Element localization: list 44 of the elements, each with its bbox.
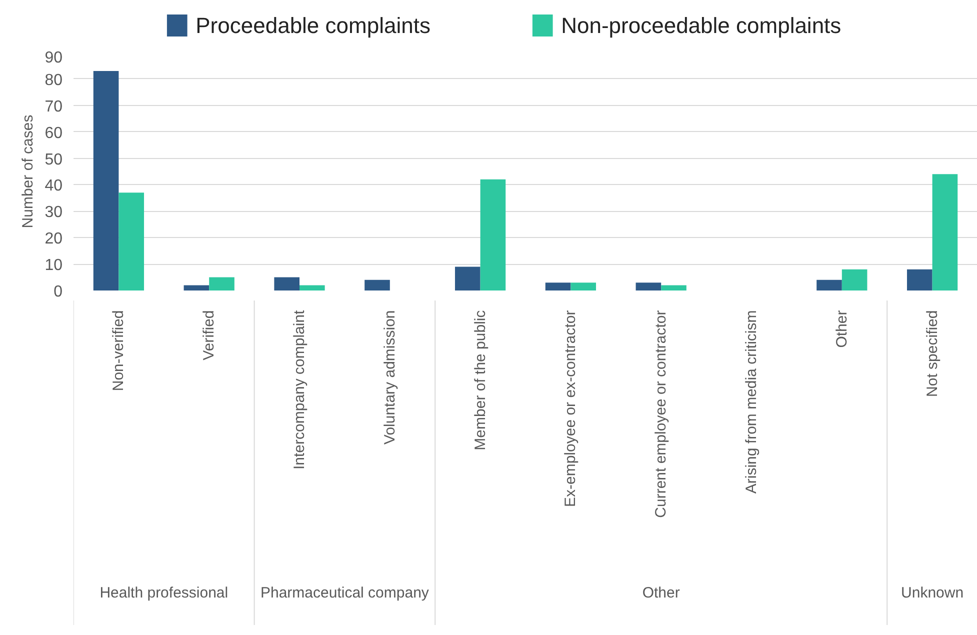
bar bbox=[906, 269, 932, 290]
x-tick-label: Not specified bbox=[924, 310, 941, 397]
x-tick-label: Non-verified bbox=[110, 310, 128, 392]
bar bbox=[932, 174, 958, 290]
x-tick-label: Other bbox=[833, 310, 850, 348]
y-tick-label: 30 bbox=[44, 204, 63, 222]
bar bbox=[274, 277, 300, 290]
text: Unknown bbox=[901, 584, 964, 602]
y-tick-label: 0 bbox=[54, 284, 63, 300]
y-tick-label: 70 bbox=[44, 98, 63, 116]
y-axis-title: Number of cases bbox=[20, 114, 37, 228]
y-tick-label: 20 bbox=[44, 230, 63, 248]
x-tick-label: Verified bbox=[200, 310, 218, 360]
x-tick-label: Member of the public bbox=[472, 310, 489, 450]
bar bbox=[842, 269, 868, 290]
y-tick-label: 90 bbox=[44, 50, 63, 66]
text: Other bbox=[642, 584, 680, 602]
bar bbox=[454, 266, 480, 290]
legend-label: Proceedable complaints bbox=[196, 13, 430, 38]
bar bbox=[636, 282, 662, 290]
bar bbox=[209, 277, 234, 290]
y-tick-label: 50 bbox=[44, 151, 63, 168]
x-tick-label: Current employee or contractor bbox=[652, 310, 670, 518]
bar bbox=[364, 280, 390, 290]
y-tick-label: 10 bbox=[44, 257, 63, 274]
bar bbox=[93, 71, 119, 290]
bar bbox=[184, 285, 210, 290]
x-tick-label: Intercompany complaint bbox=[291, 309, 308, 470]
bar bbox=[661, 285, 686, 290]
x-tick-label: Ex-employee or ex-contractor bbox=[562, 310, 580, 507]
text: Pharmaceutical company bbox=[260, 584, 430, 602]
bar bbox=[300, 285, 325, 290]
bar bbox=[570, 282, 596, 290]
y-tick-label: 60 bbox=[44, 124, 63, 142]
bar bbox=[118, 192, 144, 290]
bar bbox=[480, 179, 506, 290]
x-tick-label: Voluntary admission bbox=[381, 310, 398, 444]
y-tick-label: 40 bbox=[44, 178, 63, 195]
text: Health professional bbox=[100, 584, 228, 602]
bar bbox=[545, 282, 571, 290]
bar bbox=[816, 280, 842, 290]
legend-label: Non-proceedable complaints bbox=[561, 13, 842, 38]
y-tick-label: 80 bbox=[44, 72, 63, 89]
x-tick-label: Arising from media criticism bbox=[743, 310, 760, 494]
